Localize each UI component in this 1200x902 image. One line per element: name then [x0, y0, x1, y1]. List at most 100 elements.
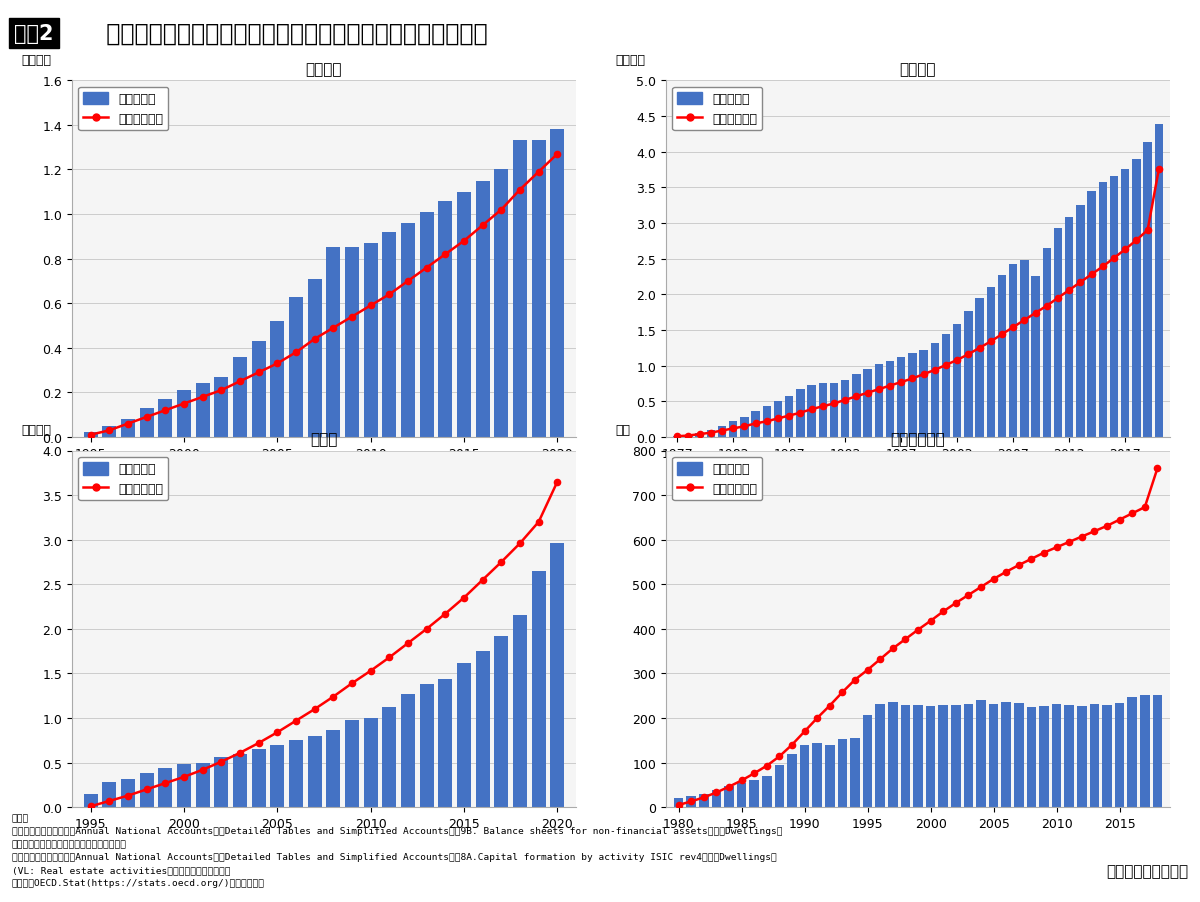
Title: （参考）日本: （参考）日本	[890, 432, 946, 447]
Bar	[420, 213, 433, 437]
Bar	[532, 571, 546, 807]
Bar	[139, 773, 154, 807]
Bar	[307, 280, 322, 437]
Bar	[457, 663, 470, 807]
Bar	[863, 715, 872, 807]
Bar	[364, 718, 378, 807]
Bar	[551, 130, 564, 437]
Bar	[774, 402, 782, 437]
Bar	[1087, 191, 1096, 437]
Bar	[888, 703, 898, 807]
Bar	[1090, 704, 1099, 807]
Bar	[1014, 703, 1024, 807]
Legend: 住宅資産額, 住宅投資累計: 住宅資産額, 住宅投資累計	[78, 457, 168, 501]
Bar	[913, 704, 923, 807]
Bar	[1064, 704, 1074, 807]
Bar	[942, 335, 950, 437]
Text: 図表2: 図表2	[14, 23, 54, 44]
Bar	[196, 763, 210, 807]
Bar	[751, 412, 760, 437]
Bar	[215, 758, 228, 807]
Bar	[875, 364, 883, 437]
Bar	[1027, 707, 1036, 807]
Legend: 住宅資産額, 住宅投資累計: 住宅資産額, 住宅投資累計	[78, 87, 168, 131]
Bar	[1043, 249, 1051, 437]
Text: 兆ユーロ: 兆ユーロ	[616, 54, 646, 67]
Bar	[762, 776, 772, 807]
Bar	[976, 299, 984, 437]
Bar	[346, 248, 359, 437]
Bar	[1020, 261, 1028, 437]
Bar	[986, 288, 995, 437]
Bar	[401, 224, 415, 437]
Bar	[215, 377, 228, 437]
Bar	[931, 344, 940, 437]
Title: ドイツ: ドイツ	[311, 432, 337, 447]
Bar	[270, 745, 284, 807]
Bar	[551, 544, 564, 807]
Bar	[1110, 177, 1118, 437]
Bar	[1099, 183, 1108, 437]
Bar	[1133, 160, 1141, 437]
Bar	[1009, 264, 1018, 437]
Bar	[830, 384, 839, 437]
Bar	[737, 783, 746, 807]
Bar	[886, 361, 894, 437]
Bar	[1154, 125, 1163, 437]
Bar	[998, 276, 1007, 437]
Bar	[139, 409, 154, 437]
Bar	[102, 427, 116, 437]
Bar	[401, 695, 415, 807]
Bar	[841, 381, 850, 437]
Bar	[1103, 704, 1111, 807]
Title: フランス: フランス	[900, 62, 936, 78]
Bar	[457, 192, 470, 437]
Bar	[1066, 217, 1074, 437]
Bar	[808, 385, 816, 437]
Bar	[926, 705, 935, 807]
Bar	[346, 720, 359, 807]
Bar	[707, 430, 715, 437]
Bar	[1078, 705, 1086, 807]
Bar	[158, 400, 173, 437]
Bar	[364, 244, 378, 437]
Bar	[326, 730, 341, 807]
Bar	[953, 325, 961, 437]
Bar	[532, 142, 546, 437]
Legend: 住宅資産額, 住宅投資累計: 住宅資産額, 住宅投資累計	[672, 457, 762, 501]
Bar	[178, 391, 191, 437]
Bar	[952, 704, 960, 807]
Bar	[383, 707, 396, 807]
Bar	[964, 704, 973, 807]
Bar	[838, 740, 847, 807]
Bar	[800, 745, 809, 807]
Bar	[326, 248, 341, 437]
Bar	[674, 798, 683, 807]
Bar	[1153, 695, 1162, 807]
Bar	[686, 796, 696, 807]
Text: 兆ユーロ: 兆ユーロ	[22, 424, 52, 437]
Bar	[901, 704, 910, 807]
Bar	[1002, 702, 1010, 807]
Bar	[178, 765, 191, 807]
Legend: 住宅資産額, 住宅投資累計: 住宅資産額, 住宅投資累計	[672, 87, 762, 131]
Bar	[383, 233, 396, 437]
Text: 兆ポンド: 兆ポンド	[22, 54, 52, 67]
Bar	[750, 779, 758, 807]
Bar	[121, 419, 134, 437]
Bar	[494, 170, 509, 437]
Bar	[989, 704, 998, 807]
Bar	[102, 782, 116, 807]
Bar	[787, 754, 797, 807]
Bar	[514, 142, 527, 437]
Bar	[965, 312, 973, 437]
Bar	[876, 704, 884, 807]
Bar	[252, 750, 265, 807]
Bar	[908, 354, 917, 437]
Bar	[1039, 706, 1049, 807]
Bar	[684, 436, 692, 437]
Bar	[977, 700, 985, 807]
Bar	[475, 651, 490, 807]
Bar	[700, 794, 708, 807]
Bar	[696, 433, 704, 437]
